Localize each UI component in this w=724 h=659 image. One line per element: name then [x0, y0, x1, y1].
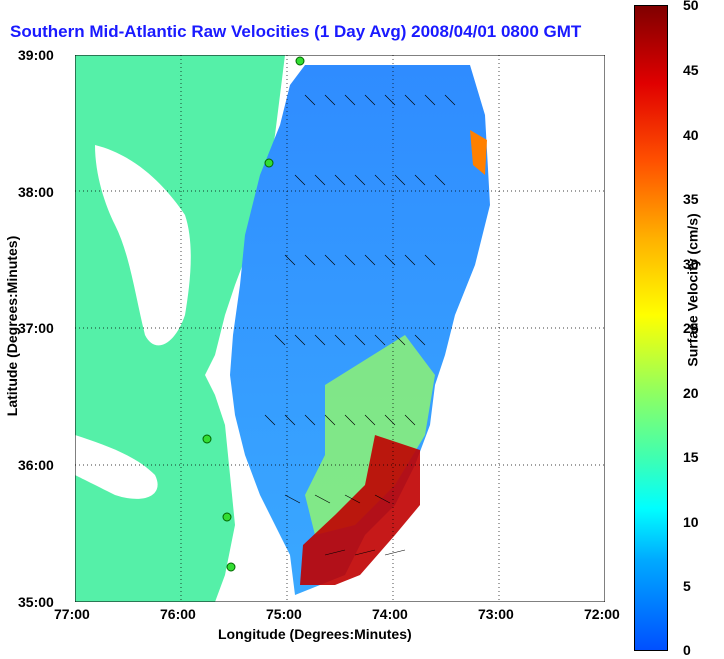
x-tick-label: 75:00: [266, 606, 302, 622]
y-tick-label: 38:00: [18, 184, 54, 200]
x-tick-label: 74:00: [372, 606, 408, 622]
colorbar-tick: 35: [683, 191, 699, 207]
y-tick-label: 36:00: [18, 457, 54, 473]
colorbar: [634, 5, 668, 651]
station-markers: [202, 56, 305, 572]
x-tick-label: 72:00: [584, 606, 620, 622]
station-marker: [264, 158, 274, 168]
y-tick-label: 37:00: [18, 320, 54, 336]
velocity-vectors: [264, 94, 456, 556]
station-marker: [295, 56, 305, 66]
map-plot-area: [74, 54, 606, 603]
chesapeake-bay: [95, 145, 191, 346]
x-tick-label: 77:00: [54, 606, 90, 622]
x-axis-label: Longitude (Degrees:Minutes): [218, 626, 412, 642]
velocity-field: [230, 65, 490, 595]
velocity-hotspot-north: [470, 130, 487, 175]
chart-title: Southern Mid-Atlantic Raw Velocities (1 …: [10, 22, 582, 41]
colorbar-tick: 30: [683, 256, 699, 272]
colorbar-tick: 45: [683, 62, 699, 78]
station-marker: [202, 434, 212, 444]
grid-lines: [75, 55, 605, 602]
station-marker: [226, 562, 236, 572]
colorbar-tick: 50: [683, 0, 699, 13]
colorbar-tick: 5: [683, 578, 691, 594]
station-marker: [222, 512, 232, 522]
colorbar-tick: 0: [683, 642, 691, 658]
velocity-high-zone: [300, 435, 420, 585]
y-axis-label: Latitude (Degrees:Minutes): [4, 235, 21, 417]
colorbar-tick: 20: [683, 385, 699, 401]
sound-water: [75, 435, 158, 499]
colorbar-tick: 40: [683, 127, 699, 143]
colorbar-tick: 25: [683, 320, 699, 336]
x-tick-label: 73:00: [478, 606, 514, 622]
x-tick-label: 76:00: [160, 606, 196, 622]
colorbar-tick: 15: [683, 449, 699, 465]
colorbar-tick: 10: [683, 514, 699, 530]
colorbar-label: Surface Velocity (cm/s): [684, 213, 701, 367]
y-tick-label: 35:00: [18, 594, 54, 610]
velocity-mid-zone: [305, 335, 435, 535]
y-tick-label: 39:00: [18, 47, 54, 63]
map-svg: [74, 54, 606, 603]
